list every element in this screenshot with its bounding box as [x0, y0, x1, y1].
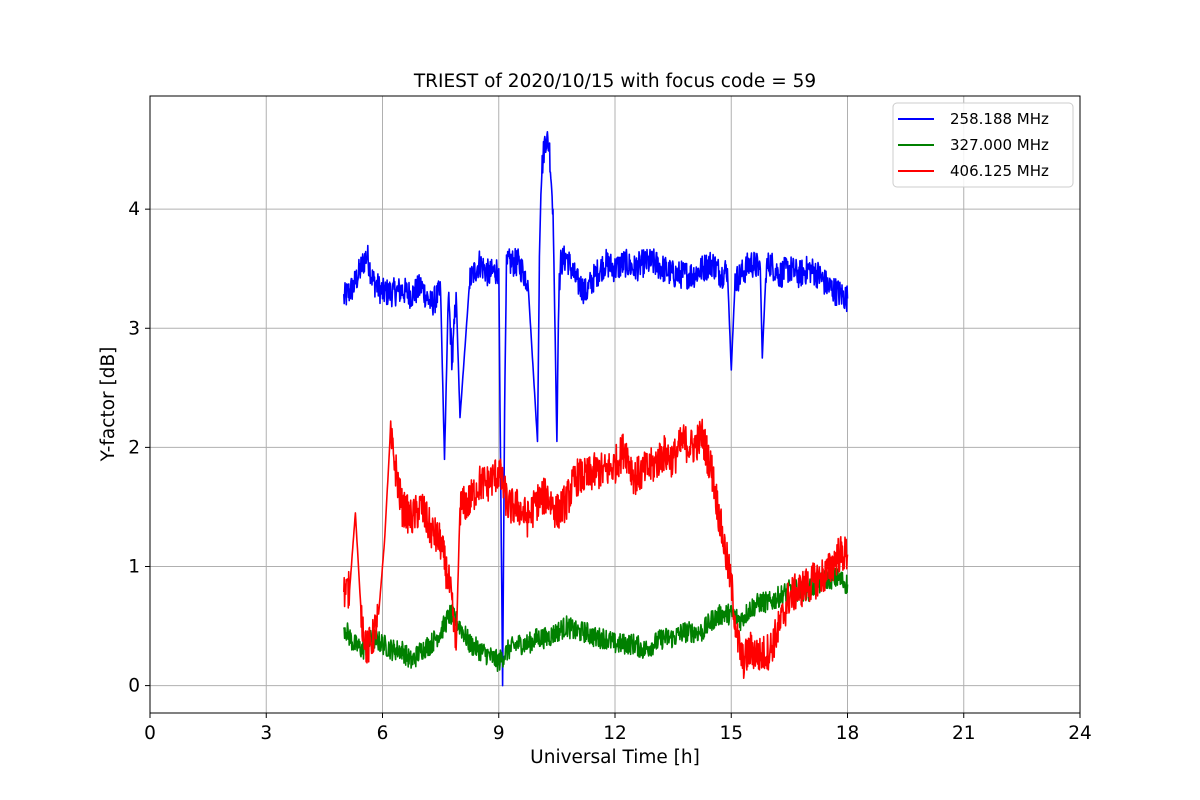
chart-title: TRIEST of 2020/10/15 with focus code = 5…	[413, 71, 816, 92]
x-tick-label: 12	[603, 723, 627, 744]
series-line-2	[343, 567, 849, 673]
y-axis-ticks: 0 1 2 3 4	[128, 199, 150, 697]
x-axis-ticks: 0 3 6 9 12 15 18 21 24	[144, 713, 1092, 744]
y-tick-label: 2	[128, 437, 140, 458]
series-line-1	[343, 131, 849, 687]
legend-label-1: 258.188 MHz	[950, 110, 1049, 128]
x-tick-label: 18	[836, 723, 860, 744]
y-tick-label: 4	[128, 199, 140, 220]
x-axis-label: Universal Time [h]	[530, 747, 700, 768]
y-tick-label: 1	[128, 556, 140, 577]
x-tick-label: 15	[719, 723, 743, 744]
y-tick-label: 0	[128, 676, 140, 697]
legend-box	[892, 102, 1074, 188]
x-tick-label: 3	[260, 723, 272, 744]
y-tick-label: 3	[128, 318, 140, 339]
legend-label-3: 406.125 MHz	[950, 162, 1049, 180]
legend: 258.188 MHz 327.000 MHz 406.125 MHz	[892, 102, 1074, 188]
y-axis-label: Y-factor [dB]	[98, 347, 119, 463]
series-line-3	[343, 418, 849, 680]
legend-label-2: 327.000 MHz	[950, 136, 1049, 154]
x-tick-label: 9	[493, 723, 505, 744]
x-tick-label: 21	[952, 723, 976, 744]
series-lines	[343, 131, 849, 687]
x-tick-label: 6	[377, 723, 389, 744]
x-tick-label: 0	[144, 723, 156, 744]
x-tick-label: 24	[1068, 723, 1092, 744]
